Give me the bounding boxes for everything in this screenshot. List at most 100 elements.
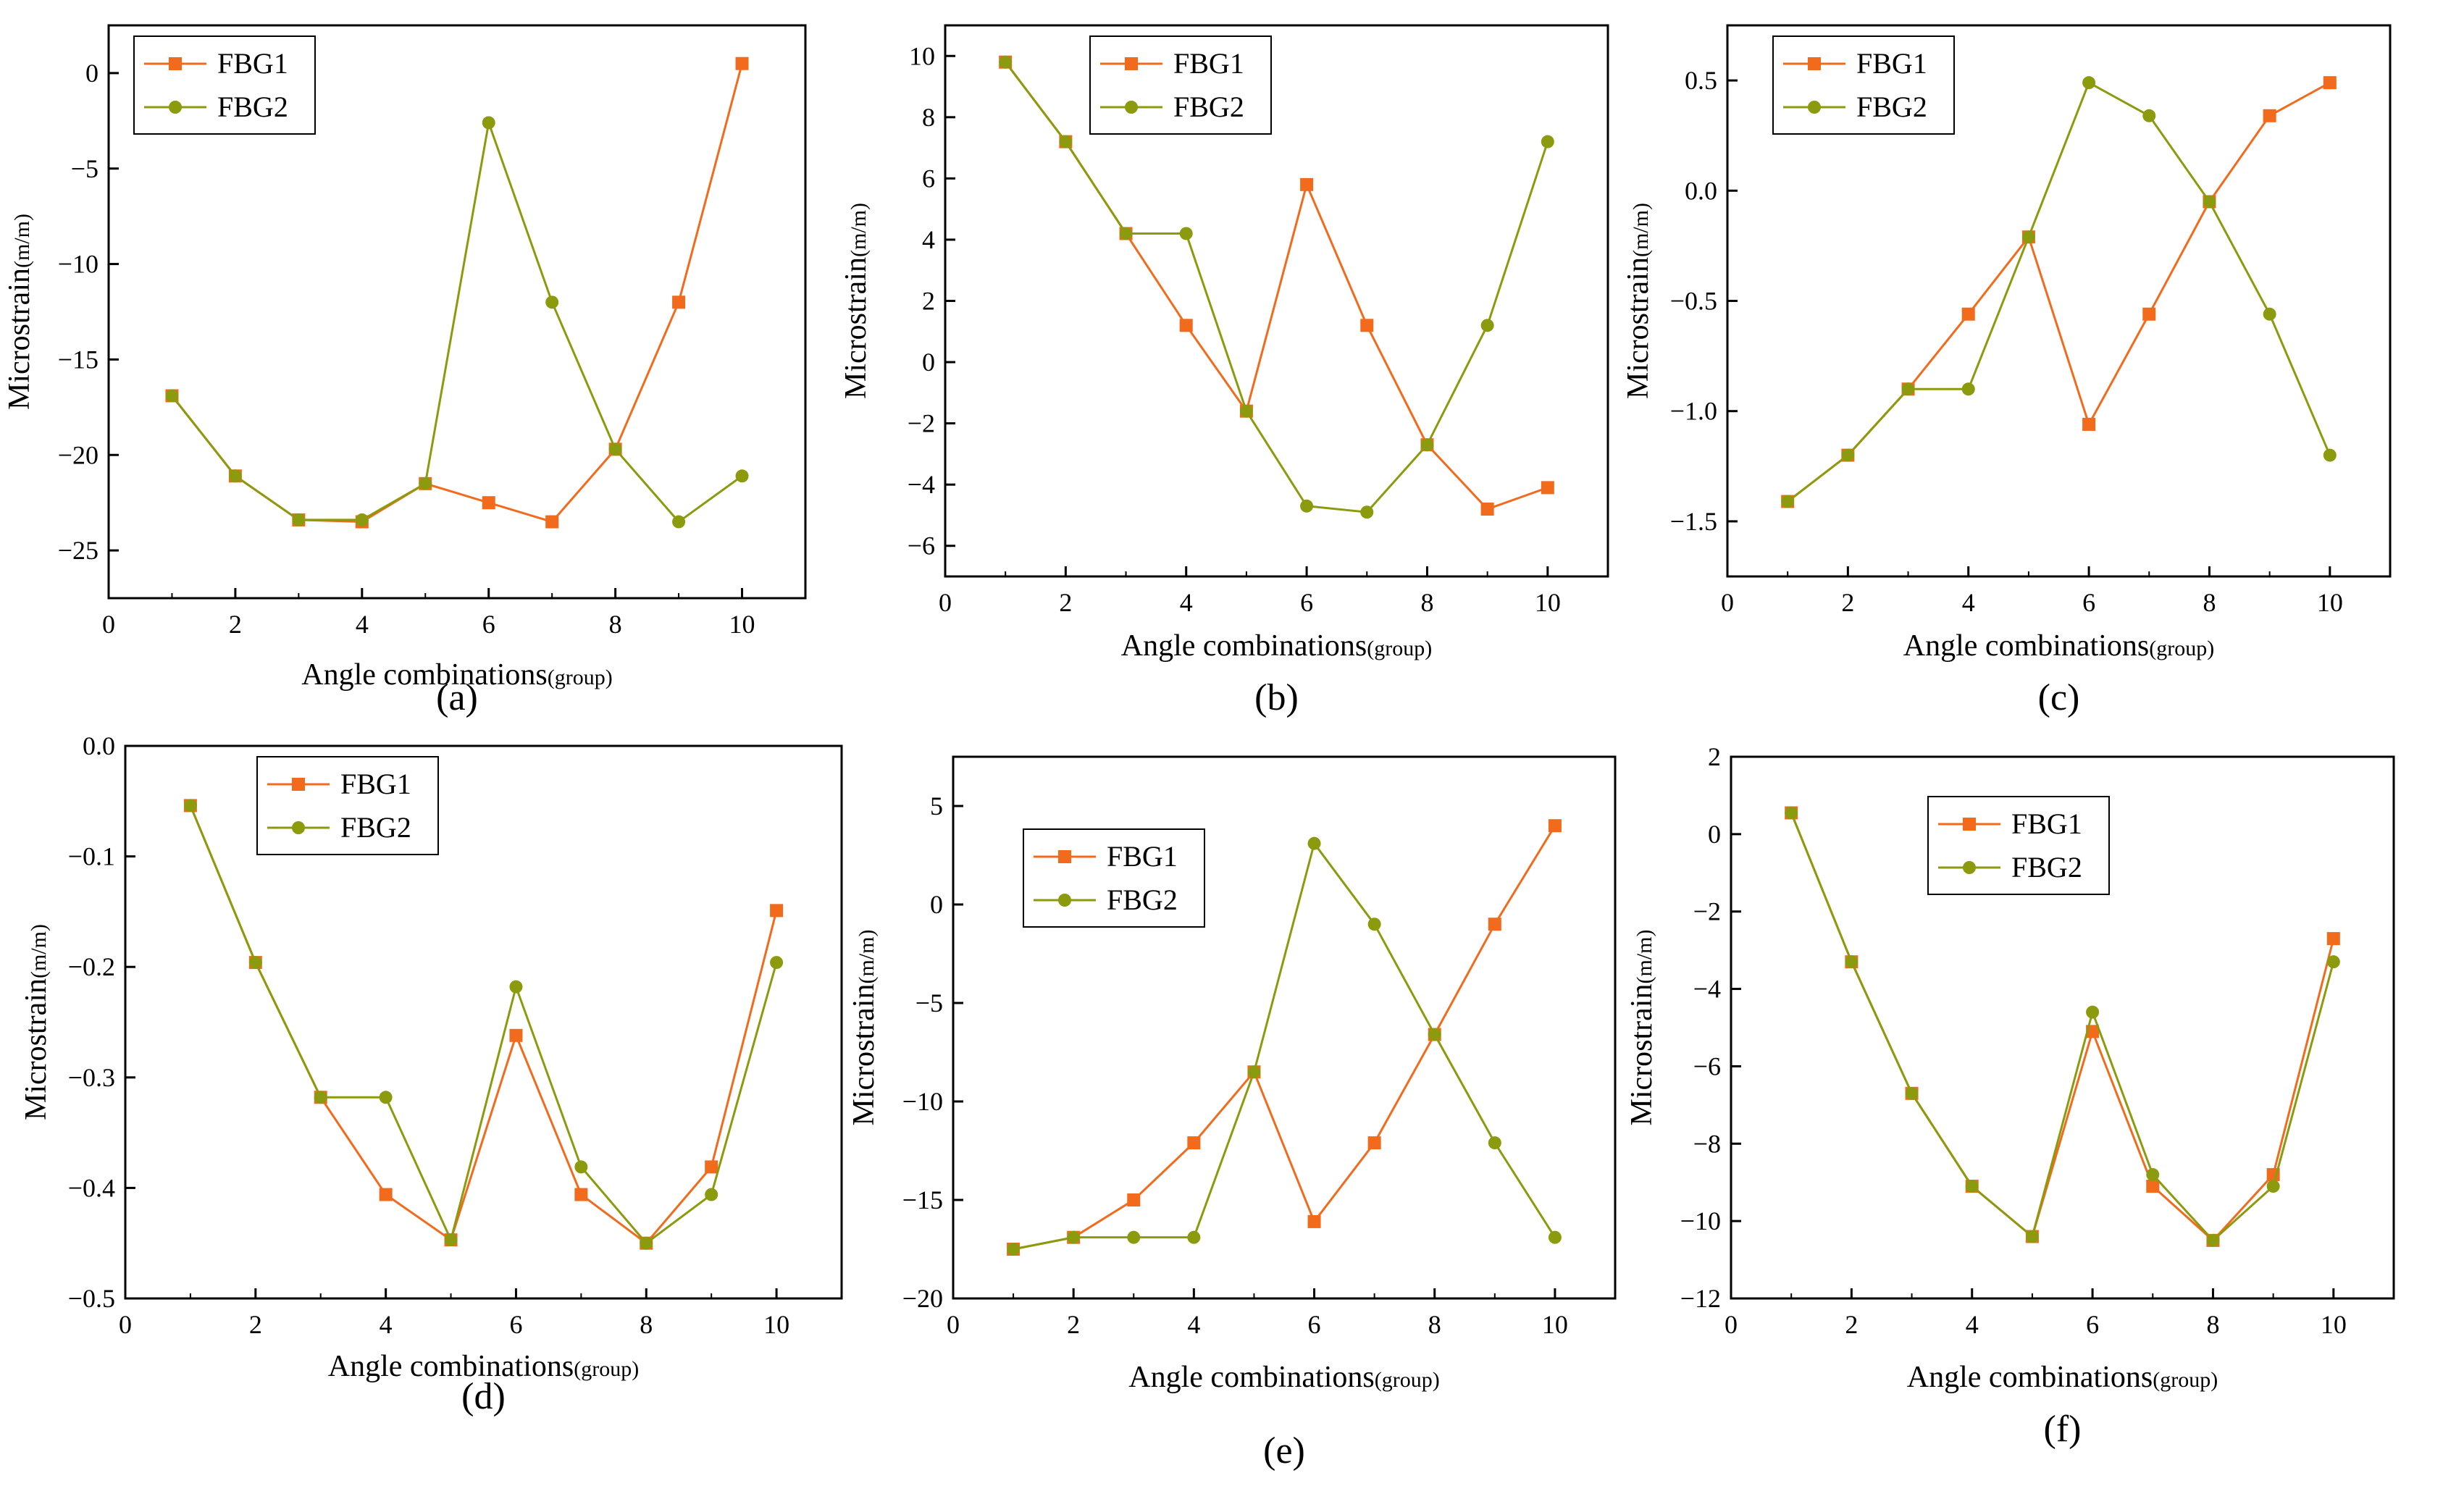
legend-label-fbg1: FBG1: [340, 768, 411, 800]
legend-box: [1023, 828, 1205, 928]
data-point-fbg2: [1901, 382, 1915, 396]
x-axis-label: Angle combinations(group): [1121, 629, 1432, 663]
data-point-fbg1: [1488, 918, 1501, 931]
x-tick-label: 10: [1542, 1310, 1568, 1339]
data-point-fbg2: [419, 477, 432, 490]
data-point-fbg2: [509, 980, 523, 994]
y-tick-label: −20: [58, 440, 99, 469]
legend-label-fbg1: FBG1: [1107, 840, 1178, 873]
y-tick-label: 2: [922, 287, 935, 316]
legend: FBG1 FBG2: [133, 35, 316, 135]
x-tick-label: 4: [1187, 1310, 1200, 1339]
x-tick-label: 6: [1300, 588, 1313, 617]
y-axis-label: Microstrain(m/m): [839, 203, 873, 399]
series-line-fbg1: [189, 805, 778, 1245]
data-point-fbg2: [2203, 195, 2216, 209]
y-tick-label: −15: [58, 345, 99, 374]
panel-label: (a): [436, 677, 478, 718]
data-point-fbg2: [1239, 404, 1253, 418]
x-tick-label: 8: [2203, 588, 2216, 617]
legend-swatch-marker: [1963, 818, 1976, 831]
data-point-fbg1: [482, 496, 495, 510]
chart-panel-5: 0 2 4 6 8 10 5 0 −5 −10 −15 −20 Microstrain(m/m) Angl…: [847, 755, 1617, 1472]
data-point-fbg2: [292, 513, 306, 526]
x-tick-label: 0: [102, 610, 115, 639]
y-tick-label: −25: [58, 536, 99, 565]
y-tick-label: −12: [1680, 1284, 1721, 1313]
y-tick-label: 0: [85, 59, 99, 88]
data-point-fbg2: [314, 1091, 327, 1104]
y-tick-label: −6: [1693, 1051, 1721, 1080]
data-point-fbg2: [1007, 1243, 1021, 1256]
series-line-fbg2: [1013, 841, 1556, 1251]
data-point-fbg2: [999, 55, 1013, 69]
x-tick-label: 8: [2206, 1310, 2219, 1339]
data-point-fbg2: [1548, 1230, 1562, 1244]
x-tick-label: 10: [2317, 588, 2343, 617]
series-line-fbg2: [189, 805, 778, 1245]
data-point-fbg2: [1300, 499, 1314, 513]
data-point-fbg2: [1961, 382, 1975, 396]
plot-frame: [952, 755, 1617, 1300]
y-axis-label: Microstrain(m/m): [847, 930, 881, 1126]
data-point-fbg2: [1420, 438, 1434, 452]
x-tick-label: 4: [1962, 588, 1975, 617]
y-tick-label: −20: [902, 1284, 943, 1313]
data-point-fbg2: [545, 295, 559, 309]
chart-panel-2: 0 2 4 6 8 10 10 8 6 4 2 0 −2 −4 −6 Microstrain(m/m) Angl…: [839, 24, 1609, 718]
legend-swatch-marker: [1058, 894, 1071, 907]
y-tick-label: −0.5: [68, 1284, 115, 1313]
data-point-fbg2: [1841, 448, 1855, 462]
x-axis-label: Angle combinations(group): [1128, 1361, 1439, 1394]
data-point-fbg2: [2206, 1233, 2220, 1247]
data-point-fbg2: [1785, 806, 1798, 820]
x-tick-label: 10: [1535, 588, 1561, 617]
series-line-fbg2: [1790, 812, 2335, 1242]
data-point-fbg1: [509, 1028, 523, 1042]
series-line-fbg2: [1787, 81, 2331, 503]
data-point-fbg2: [444, 1233, 458, 1247]
x-tick-label: 4: [356, 610, 369, 639]
data-point-fbg1: [1541, 481, 1554, 495]
data-point-fbg2: [1247, 1065, 1261, 1079]
x-tick-label: 2: [1845, 1310, 1858, 1339]
data-point-fbg1: [672, 295, 686, 309]
x-tick-label: 0: [1725, 1310, 1738, 1339]
y-tick-label: 0: [1708, 820, 1721, 849]
series-line-fbg1: [1004, 61, 1549, 511]
x-tick-label: 2: [1059, 588, 1072, 617]
chart-panel-1: 0 2 4 6 8 100−5−10−15−20−25Microstrain(m/m)An…: [3, 24, 807, 718]
x-tick-label: 6: [482, 610, 495, 639]
data-point-fbg2: [1179, 227, 1193, 240]
data-point-fbg2: [1781, 495, 1795, 508]
data-point-fbg1: [1360, 319, 1374, 332]
x-axis-label: Angle combinations(group): [1903, 629, 2214, 663]
x-tick-label: 10: [729, 610, 755, 639]
series-line-fbg2: [171, 118, 743, 524]
y-tick-label: 0: [922, 348, 935, 377]
legend-label-fbg2: FBG2: [340, 811, 411, 844]
data-point-fbg2: [2326, 955, 2340, 969]
x-tick-label: 6: [2082, 588, 2095, 617]
data-point-fbg1: [2146, 1180, 2160, 1193]
y-tick-label: −2: [908, 409, 935, 438]
legend-swatch-marker: [1808, 57, 1821, 70]
legend-swatch-marker: [1058, 850, 1071, 863]
legend: FBG1 FBG2: [1927, 796, 2110, 895]
panel-label: (b): [1254, 677, 1299, 718]
data-point-fbg2: [770, 956, 784, 970]
data-point-fbg1: [1307, 1214, 1321, 1228]
data-point-fbg2: [2025, 1230, 2039, 1243]
y-tick-label: −8: [1693, 1129, 1721, 1158]
x-tick-label: 4: [1180, 588, 1193, 617]
data-point-fbg2: [1905, 1086, 1919, 1100]
data-point-fbg2: [2266, 1180, 2280, 1193]
y-tick-label: 2: [1708, 742, 1721, 771]
data-point-fbg1: [545, 515, 559, 529]
legend-swatch-marker: [1125, 101, 1138, 114]
y-axis-unit: (m/m): [1629, 203, 1653, 257]
y-tick-label: −5: [915, 988, 943, 1017]
data-point-fbg1: [705, 1160, 718, 1174]
data-point-fbg1: [1367, 1136, 1381, 1150]
data-point-fbg2: [1127, 1230, 1141, 1244]
